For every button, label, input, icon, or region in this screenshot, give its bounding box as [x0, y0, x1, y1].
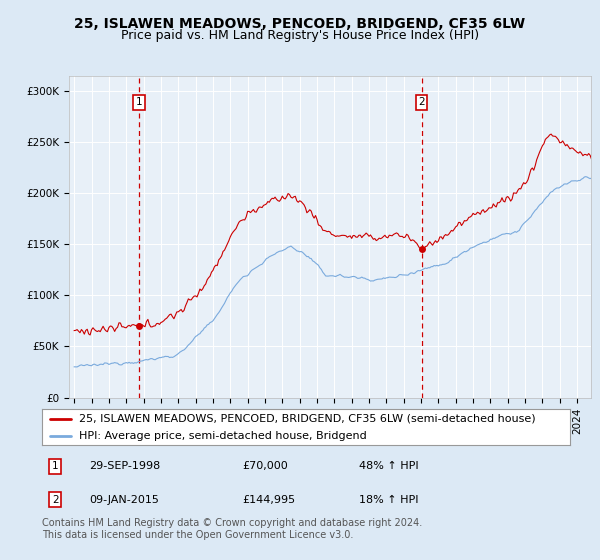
Text: HPI: Average price, semi-detached house, Bridgend: HPI: Average price, semi-detached house,…	[79, 431, 367, 441]
Text: 48% ↑ HPI: 48% ↑ HPI	[359, 461, 418, 471]
Text: 2: 2	[418, 97, 425, 107]
Text: Contains HM Land Registry data © Crown copyright and database right 2024.
This d: Contains HM Land Registry data © Crown c…	[42, 518, 422, 540]
Text: 1: 1	[52, 461, 59, 471]
Text: 25, ISLAWEN MEADOWS, PENCOED, BRIDGEND, CF35 6LW: 25, ISLAWEN MEADOWS, PENCOED, BRIDGEND, …	[74, 17, 526, 31]
Text: 18% ↑ HPI: 18% ↑ HPI	[359, 495, 418, 505]
Text: £70,000: £70,000	[242, 461, 289, 471]
Text: 09-JAN-2015: 09-JAN-2015	[89, 495, 160, 505]
Text: £144,995: £144,995	[242, 495, 296, 505]
Text: 25, ISLAWEN MEADOWS, PENCOED, BRIDGEND, CF35 6LW (semi-detached house): 25, ISLAWEN MEADOWS, PENCOED, BRIDGEND, …	[79, 414, 536, 424]
Text: 2: 2	[52, 495, 59, 505]
Text: Price paid vs. HM Land Registry's House Price Index (HPI): Price paid vs. HM Land Registry's House …	[121, 29, 479, 42]
Text: 1: 1	[136, 97, 143, 107]
Text: 29-SEP-1998: 29-SEP-1998	[89, 461, 161, 471]
